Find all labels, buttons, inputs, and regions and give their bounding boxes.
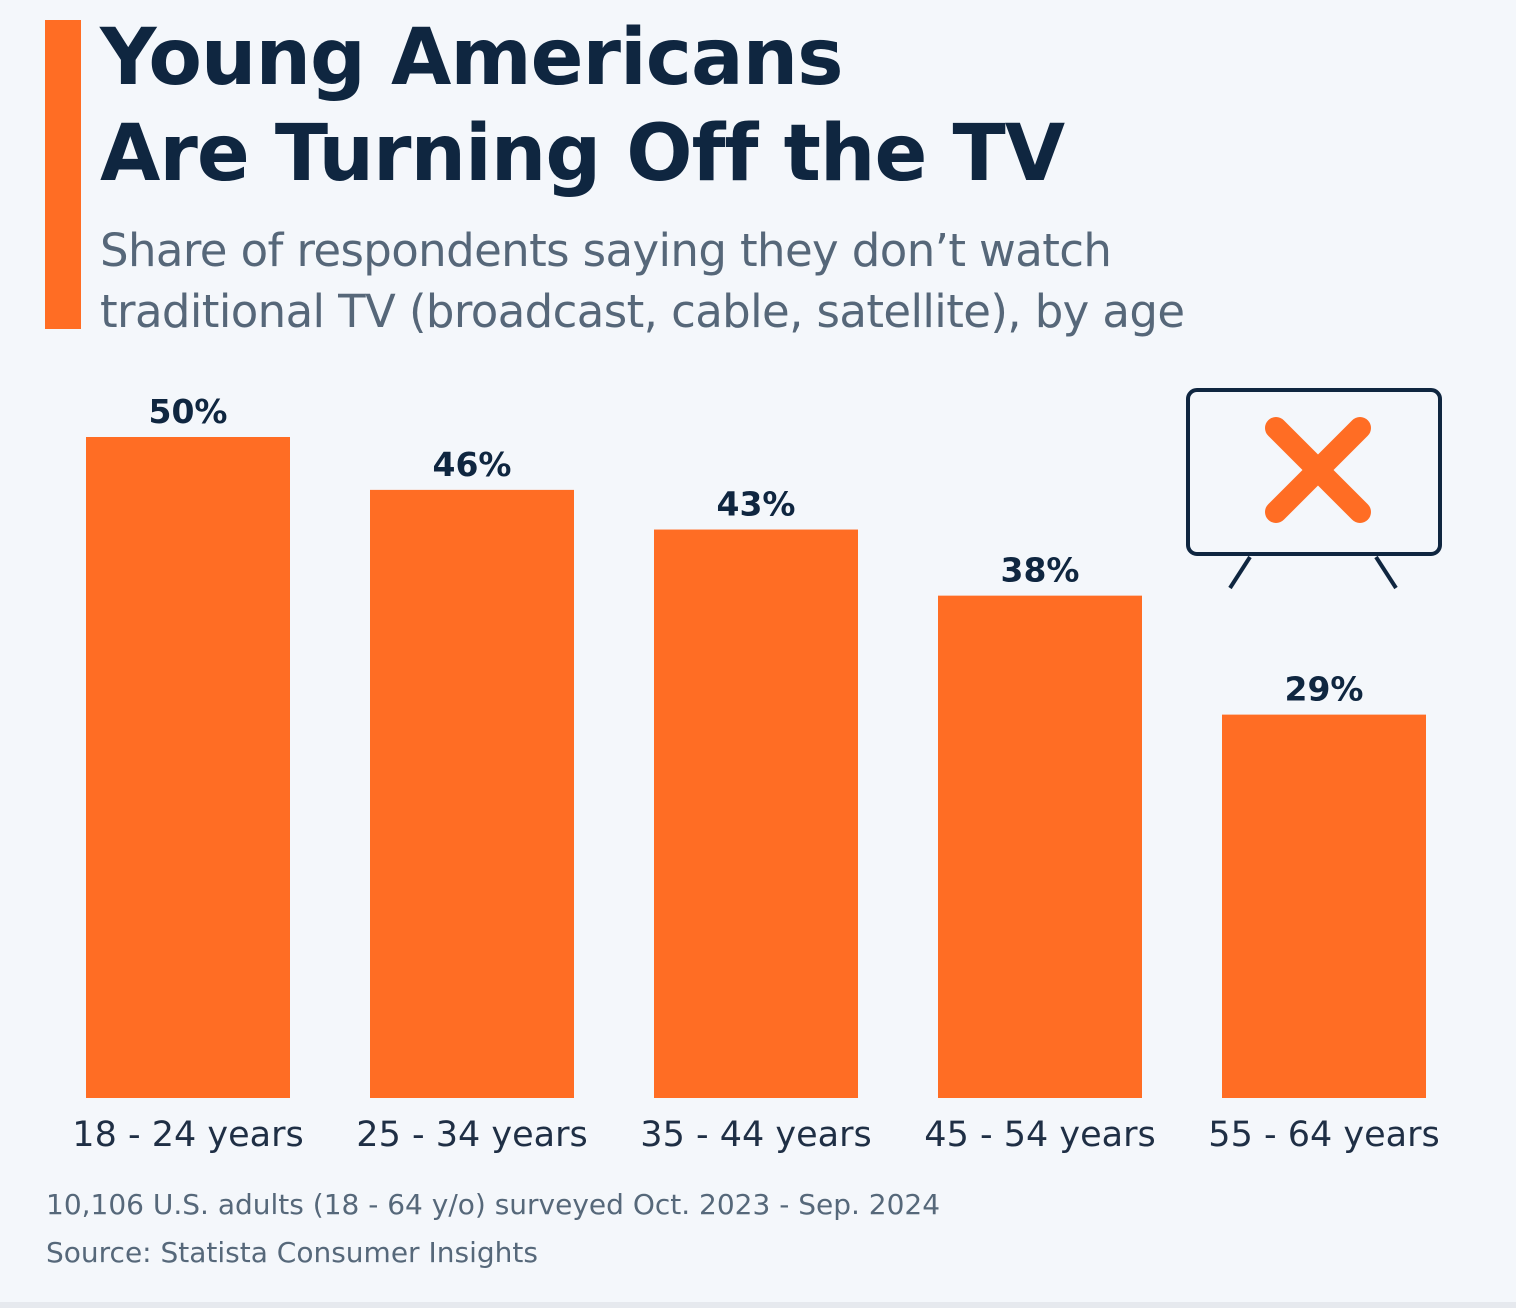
chart-subtitle: Share of respondents saying they don’t w… — [100, 224, 1185, 338]
value-label-1: 50% — [149, 392, 228, 431]
category-label-1: 18 - 24 years — [72, 1115, 303, 1155]
chart-title: Young Americans Are Turning Off the TV — [100, 10, 1065, 202]
chart-title-line-1: Young Americans — [100, 13, 844, 103]
bar-1 — [86, 437, 290, 1098]
category-label-3: 35 - 44 years — [640, 1115, 871, 1155]
category-label-2: 25 - 34 years — [356, 1115, 587, 1155]
tv-crossed-out-icon — [1186, 388, 1442, 590]
bar-2 — [370, 489, 574, 1098]
category-label-5: 55 - 64 years — [1208, 1115, 1439, 1155]
value-label-4: 38% — [1001, 551, 1080, 590]
survey-note: 10,106 U.S. adults (18 - 64 y/o) surveye… — [46, 1188, 941, 1221]
value-label-5: 29% — [1285, 670, 1364, 709]
bar-3 — [654, 529, 858, 1098]
title-accent-bar — [45, 20, 81, 329]
value-label-3: 43% — [717, 485, 796, 524]
bar-4 — [938, 595, 1142, 1098]
value-label-2: 46% — [433, 445, 512, 484]
category-label-4: 45 - 54 years — [924, 1115, 1155, 1155]
chart-title-line-2: Are Turning Off the TV — [100, 109, 1065, 199]
source-note: Source: Statista Consumer Insights — [46, 1236, 538, 1269]
bar-5 — [1222, 714, 1426, 1098]
bottom-edge — [0, 1302, 1516, 1308]
